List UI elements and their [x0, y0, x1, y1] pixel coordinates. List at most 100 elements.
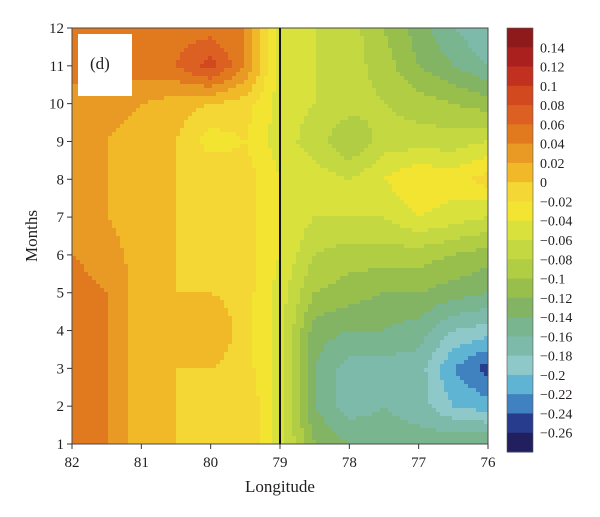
contour-cell: [368, 56, 373, 61]
contour-cell: [388, 100, 393, 105]
contour-cell: [76, 168, 81, 173]
contour-cell: [136, 132, 141, 137]
contour-cell: [252, 76, 257, 81]
contour-cell: [448, 144, 453, 149]
contour-cell: [72, 164, 77, 169]
contour-cell: [240, 64, 245, 69]
contour-cell: [160, 84, 165, 89]
contour-cell: [92, 96, 97, 101]
contour-cell: [352, 192, 357, 197]
contour-cell: [232, 132, 237, 137]
contour-cell: [288, 128, 293, 133]
contour-cell: [164, 156, 169, 161]
contour-cell: [236, 104, 241, 109]
contour-cell: [232, 92, 237, 97]
contour-cell: [144, 192, 149, 197]
contour-cell: [424, 36, 429, 41]
contour-cell: [72, 188, 77, 193]
contour-cell: [336, 144, 341, 149]
contour-cell: [140, 96, 145, 101]
contour-cell: [364, 28, 369, 33]
contour-cell: [460, 120, 465, 125]
contour-cell: [376, 216, 381, 221]
contour-cell: [252, 104, 257, 109]
contour-cell: [432, 40, 437, 45]
contour-cell: [164, 192, 169, 197]
contour-cell: [420, 204, 425, 209]
contour-cell: [216, 192, 221, 197]
contour-cell: [476, 52, 481, 57]
contour-cell: [244, 40, 249, 45]
contour-cell: [100, 204, 105, 209]
contour-cell: [248, 40, 253, 45]
contour-cell: [352, 212, 357, 217]
contour-cell: [448, 104, 453, 109]
contour-cell: [332, 196, 337, 201]
contour-cell: [244, 152, 249, 157]
contour-cell: [240, 176, 245, 181]
contour-cell: [204, 204, 209, 209]
contour-cell: [288, 192, 293, 197]
contour-cell: [188, 68, 193, 73]
contour-cell: [140, 100, 145, 105]
contour-cell: [248, 140, 253, 145]
contour-cell: [72, 32, 77, 37]
contour-cell: [196, 136, 201, 141]
contour-cell: [180, 140, 185, 145]
contour-cell: [164, 36, 169, 41]
contour-cell: [388, 120, 393, 125]
contour-cell: [384, 32, 389, 37]
contour-cell: [412, 212, 417, 217]
contour-cell: [476, 188, 481, 193]
contour-cell: [408, 116, 413, 121]
contour-cell: [304, 180, 309, 185]
contour-cell: [140, 64, 145, 69]
contour-cell: [452, 192, 457, 197]
contour-cell: [304, 168, 309, 173]
contour-cell: [224, 192, 229, 197]
contour-cell: [280, 160, 285, 165]
contour-cell: [256, 184, 261, 189]
contour-cell: [268, 144, 273, 149]
contour-cell: [384, 188, 389, 193]
contour-cell: [408, 156, 413, 161]
contour-cell: [308, 160, 313, 165]
contour-cell: [468, 140, 473, 145]
contour-cell: [352, 172, 357, 177]
contour-cell: [348, 84, 353, 89]
contour-cell: [236, 160, 241, 165]
contour-cell: [128, 100, 133, 105]
contour-cell: [452, 56, 457, 61]
contour-cell: [408, 168, 413, 173]
contour-cell: [440, 204, 445, 209]
contour-cell: [156, 204, 161, 209]
contour-cell: [80, 184, 85, 189]
contour-cell: [388, 84, 393, 89]
contour-cell: [212, 112, 217, 117]
contour-cell: [96, 172, 101, 177]
contour-cell: [260, 36, 265, 41]
contour-cell: [232, 164, 237, 169]
contour-cell: [300, 100, 305, 105]
contour-cell: [328, 112, 333, 117]
contour-cell: [252, 188, 257, 193]
contour-cell: [148, 192, 153, 197]
contour-cell: [212, 144, 217, 149]
contour-cell: [256, 116, 261, 121]
contour-cell: [324, 180, 329, 185]
contour-cell: [412, 164, 417, 169]
contour-cell: [340, 128, 345, 133]
contour-cell: [296, 164, 301, 169]
contour-cell: [260, 120, 265, 125]
contour-cell: [148, 100, 153, 105]
contour-cell: [444, 48, 449, 53]
contour-cell: [364, 180, 369, 185]
contour-cell: [264, 192, 269, 197]
contour-cell: [324, 108, 329, 113]
contour-cell: [384, 88, 389, 93]
contour-cell: [432, 144, 437, 149]
contour-cell: [244, 100, 249, 105]
contour-cell: [172, 56, 177, 61]
contour-cell: [164, 168, 169, 173]
contour-cell: [196, 176, 201, 181]
